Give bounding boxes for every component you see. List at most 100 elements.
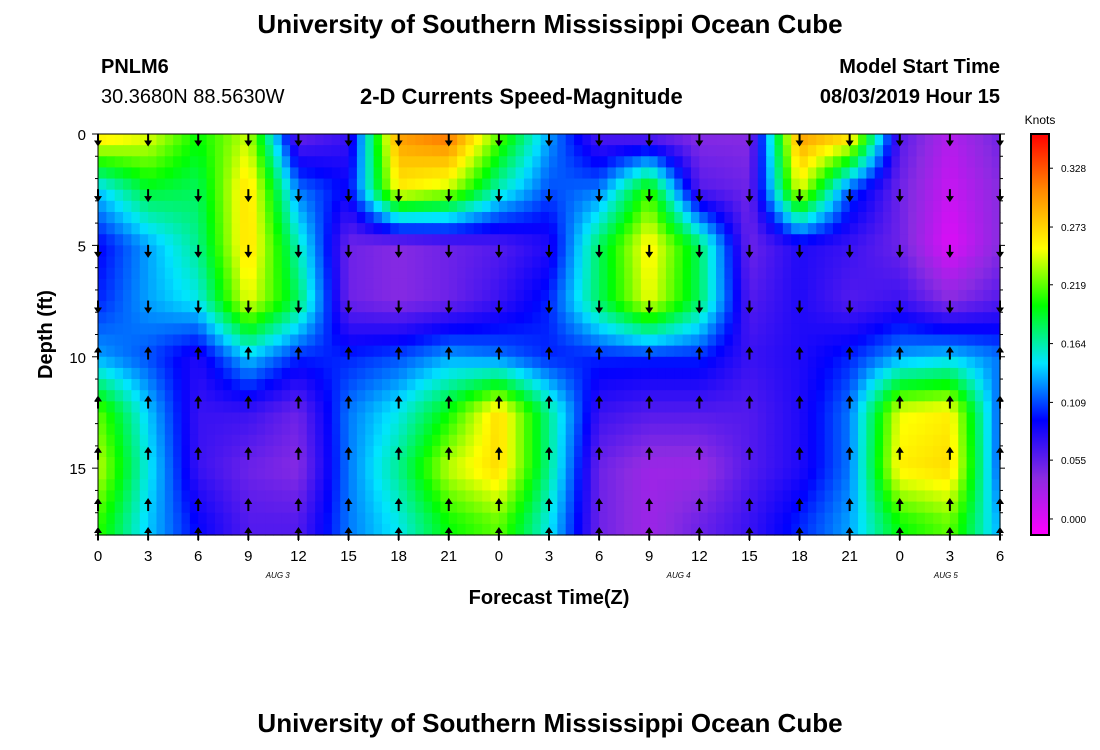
heatmap-cell [315,301,325,313]
heatmap-cell [791,367,801,380]
heatmap-cell [707,234,717,246]
heatmap-cell [223,345,233,358]
heatmap-cell [549,312,558,324]
heatmap-cell [173,134,183,146]
heatmap-cell [832,379,842,391]
heatmap-cell [849,323,859,336]
heatmap-cell [966,345,976,358]
current-arrow [244,300,253,314]
heatmap-cell [724,468,734,480]
heatmap-cell [315,345,325,358]
heatmap-cell [799,167,809,180]
heatmap-cell [290,289,300,302]
heatmap-cell [482,211,492,224]
heatmap-cell [131,367,141,380]
heatmap-cell [791,356,801,369]
heatmap-cell [757,200,767,213]
current-arrow [244,346,253,360]
heatmap-cell [732,401,742,414]
heatmap-cell [423,167,433,180]
heatmap-cell [749,445,759,458]
heatmap-cell [407,178,416,191]
heatmap-cell [340,312,350,324]
heatmap-cell [657,523,667,536]
heatmap-cell [106,334,116,347]
heatmap-cell [690,278,700,291]
heatmap-cell [565,200,575,213]
heatmap-cells [98,134,1001,536]
heatmap-cell [958,457,968,469]
heatmap-cell [214,401,224,414]
heatmap-cell [774,423,784,436]
heatmap-cell [657,289,667,302]
heatmap-cell [766,211,776,224]
heatmap-cell [114,412,124,425]
heatmap-cell [665,512,675,525]
heatmap-cell [532,234,542,246]
heatmap-cell [615,312,625,324]
heatmap-cell [490,523,500,536]
heatmap-cell [189,512,199,525]
heatmap-cell [340,479,350,492]
current-arrow [645,498,654,512]
heatmap-cell [298,156,308,169]
heatmap-cell [657,379,667,391]
heatmap-cell [256,211,266,224]
heatmap-cell [899,512,909,525]
heatmap-cell [223,501,233,514]
heatmap-cell [532,412,542,425]
heatmap-cell [891,200,901,213]
heatmap-cell [198,278,208,291]
heatmap-cell [582,200,592,213]
heatmap-cell [958,134,968,146]
heatmap-cell [991,223,1001,235]
heatmap-cell [958,401,968,414]
heatmap-cell [457,211,467,224]
heatmap-cell [231,501,241,514]
heatmap-cell [590,245,600,258]
heatmap-cell [407,445,416,458]
heatmap-cell [340,412,350,425]
heatmap-cell [214,289,224,302]
heatmap-cell [799,289,809,302]
heatmap-cell [356,367,366,380]
heatmap-cell [749,267,759,280]
heatmap-cell [390,479,400,492]
heatmap-cell [256,457,266,469]
heatmap-cell [231,200,241,213]
heatmap-cell [148,379,158,391]
heatmap-cell [198,356,208,369]
heatmap-cell [590,134,600,146]
heatmap-cell [908,301,918,313]
heatmap-cell [214,278,224,291]
heatmap-cell [390,523,400,536]
heatmap-cell [866,490,876,503]
heatmap-cell [373,167,383,180]
heatmap-cell [732,423,742,436]
heatmap-cell [306,334,316,347]
heatmap-cell [749,345,759,358]
heatmap-cell [373,523,383,536]
heatmap-cell [599,345,609,358]
heatmap-cell [181,323,191,336]
heatmap-cell [114,379,124,391]
heatmap-cell [306,145,316,157]
heatmap-cell [373,434,383,447]
heatmap-cell [974,379,984,391]
heatmap-cell [549,256,558,269]
heatmap-cell [766,390,776,402]
heatmap-cell [958,256,968,269]
heatmap-cell [365,423,375,436]
heatmap-cell [356,356,366,369]
heatmap-cell [348,145,358,157]
heatmap-cell [156,156,166,169]
heatmap-cell [365,401,375,414]
heatmap-cell [632,200,642,213]
heatmap-cell [448,390,458,402]
heatmap-cell [457,223,467,235]
heatmap-cell [549,423,558,436]
heatmap-cell [148,278,158,291]
heatmap-cell [373,256,383,269]
heatmap-cell [214,367,224,380]
heatmap-cell [707,211,717,224]
